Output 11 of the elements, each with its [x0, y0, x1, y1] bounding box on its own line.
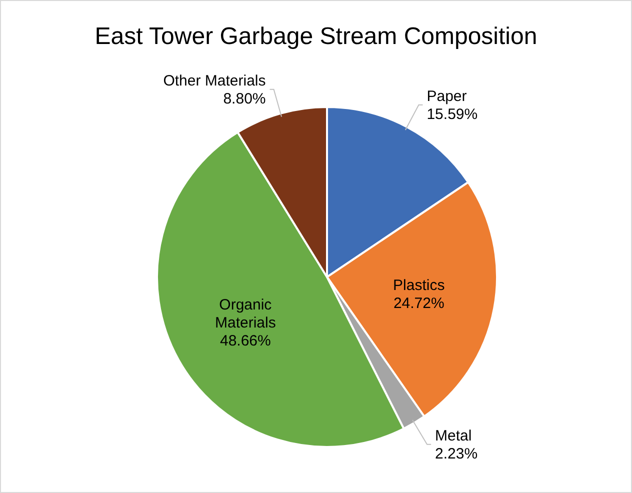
data-label: 2.23%	[435, 444, 478, 462]
data-label: 15.59%	[426, 105, 478, 122]
slice-label: Plastics	[393, 276, 445, 294]
data-label: 24.72%	[393, 294, 444, 312]
chart-title: East Tower Garbage Stream Composition	[94, 23, 538, 51]
slice-label: Organic Materials	[215, 296, 276, 332]
data-label: 8.80%	[223, 90, 266, 107]
slice-label: Other Materials	[163, 72, 266, 89]
slice-label: Paper	[426, 87, 467, 104]
data-label: 48.66%	[220, 332, 271, 350]
slice-label: Metal	[435, 426, 472, 444]
